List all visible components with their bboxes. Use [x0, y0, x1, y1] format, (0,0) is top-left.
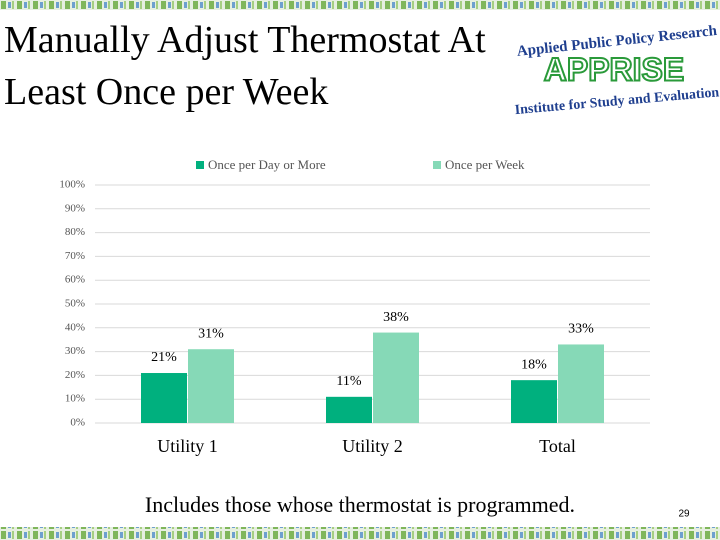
value-label: 21% [151, 350, 177, 365]
bar [326, 396, 372, 423]
value-label: 18% [521, 357, 547, 372]
title-box: Manually Adjust Thermostat At Least Once… [4, 19, 486, 113]
legend-label: Once per Day or More [208, 157, 326, 172]
bar [373, 332, 419, 423]
bottom-border [0, 527, 720, 540]
value-label: 33% [568, 322, 594, 337]
value-label: 38% [383, 310, 409, 325]
y-tick-label: 20% [65, 369, 85, 381]
bar [558, 344, 604, 423]
y-tick-label: 80% [65, 226, 85, 238]
y-tick-label: 40% [65, 321, 85, 333]
slide-title: Manually Adjust Thermostat At Least Once… [4, 19, 486, 113]
y-tick-label: 100% [59, 179, 85, 191]
y-tick-label: 60% [65, 274, 85, 286]
x-tick-label: Utility 2 [342, 436, 403, 456]
value-label: 11% [336, 374, 361, 389]
top-border [0, 0, 720, 10]
y-tick-label: 90% [65, 202, 85, 214]
legend-swatch [433, 161, 441, 169]
value-label: 31% [198, 326, 224, 341]
logo-bottom: Institute for Study and Evaluation [514, 85, 720, 118]
y-tick-label: 10% [65, 393, 85, 405]
bar [188, 349, 234, 423]
page-number: 29 [678, 509, 690, 520]
y-tick-label: 70% [65, 250, 85, 262]
legend-swatch [196, 161, 204, 169]
logo: Applied Public Policy Research APPRISE I… [514, 23, 720, 118]
x-tick-label: Total [539, 436, 576, 456]
x-tick-label: Utility 1 [157, 436, 218, 456]
bar [511, 380, 557, 423]
footnote: Includes those whose thermostat is progr… [145, 492, 575, 517]
y-tick-label: 0% [70, 417, 85, 429]
y-tick-label: 30% [65, 345, 85, 357]
legend-label: Once per Week [445, 157, 525, 172]
bar [141, 373, 187, 423]
logo-name: APPRISE [544, 51, 684, 87]
y-tick-label: 50% [65, 298, 85, 310]
